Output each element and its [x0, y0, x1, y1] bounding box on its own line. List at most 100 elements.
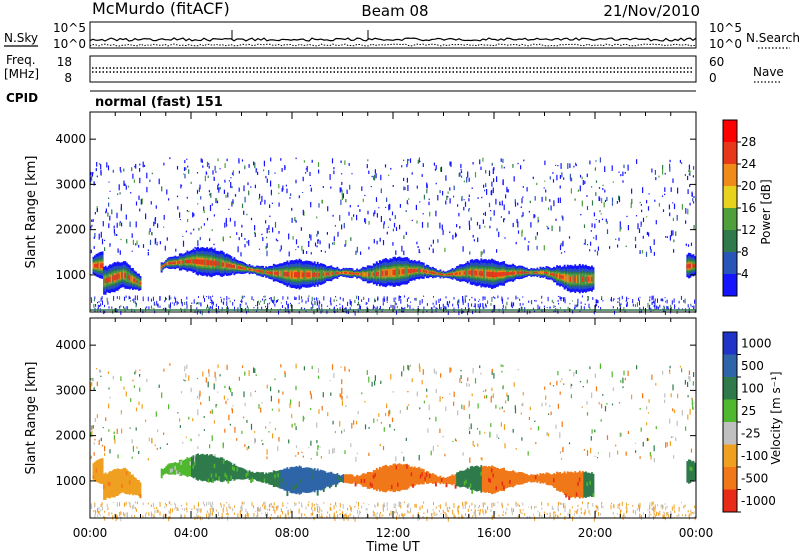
velocity-cell — [681, 410, 683, 416]
power-cell — [149, 179, 151, 183]
power-cell — [334, 272, 337, 275]
velocity-cell — [574, 471, 577, 499]
power-cell — [516, 271, 519, 274]
velocity-cell — [323, 502, 325, 504]
velocity-cell — [433, 502, 434, 505]
power-cell — [481, 251, 483, 255]
power-cell — [521, 271, 524, 274]
power-cell — [527, 271, 530, 274]
power-cell — [572, 273, 575, 285]
velocity-cell — [168, 404, 170, 410]
velocity-cell — [289, 403, 291, 409]
velocity-cell — [360, 478, 363, 483]
velocity-cell — [489, 478, 492, 483]
power-cell — [146, 306, 148, 309]
velocity-cell — [125, 469, 128, 495]
velocity-cell — [218, 512, 219, 516]
velocity-cell — [253, 472, 256, 480]
power-cell — [248, 164, 250, 168]
power-cell — [491, 164, 493, 166]
velocity-cell — [501, 370, 503, 373]
velocity-cell — [137, 480, 140, 497]
power-cell — [125, 270, 128, 282]
power-cell — [108, 181, 110, 183]
power-cell — [246, 241, 248, 244]
power-cell — [649, 246, 651, 250]
power-cell — [96, 208, 98, 213]
power-cell — [128, 295, 130, 300]
power-cell — [392, 269, 395, 276]
velocity-cell — [559, 451, 562, 454]
velocity-cell — [575, 472, 578, 497]
power-cell — [107, 277, 110, 283]
power-cell — [177, 206, 179, 210]
power-cell — [517, 309, 519, 313]
power-cell — [487, 300, 489, 304]
velocity-cell — [120, 413, 122, 415]
power-cell — [274, 271, 277, 275]
power-cell — [595, 219, 597, 221]
power-cell — [462, 300, 464, 305]
velocity-cell — [557, 515, 559, 518]
velocity-cell — [577, 508, 579, 511]
power-cell — [294, 296, 296, 300]
velocity-cell — [294, 502, 296, 504]
power-cell — [221, 262, 224, 267]
power-cell — [580, 305, 582, 311]
power-cell — [599, 197, 601, 201]
power-cell — [484, 269, 487, 279]
power-cell — [657, 298, 658, 303]
power-cell — [537, 216, 539, 223]
power-cell — [480, 251, 482, 258]
power-cell — [620, 226, 622, 230]
velocity-cell — [559, 432, 561, 439]
power-cell — [333, 241, 335, 245]
velocity-cell — [480, 471, 483, 476]
power-cell — [390, 268, 393, 277]
velocity-cell — [606, 435, 609, 440]
velocity-cell — [475, 465, 478, 492]
power-cell — [339, 215, 341, 221]
velocity-cell — [500, 364, 502, 367]
velocity-cell — [194, 456, 196, 462]
velocity-cell — [442, 397, 444, 399]
power-cell — [651, 168, 653, 173]
power-cell — [219, 186, 221, 190]
power-cell — [553, 273, 555, 277]
velocity-cell — [156, 447, 158, 450]
velocity-cell — [498, 437, 500, 439]
velocity-cell — [414, 503, 416, 508]
power-cell — [231, 264, 234, 268]
power-cell — [515, 295, 517, 300]
velocity-cell — [154, 509, 156, 514]
power-cell — [490, 303, 492, 306]
power-cell — [670, 306, 672, 310]
velocity-cell — [642, 393, 644, 399]
velocity-cell — [184, 379, 186, 382]
velocity-cell — [224, 472, 227, 477]
power-cell — [341, 173, 343, 175]
velocity-cell — [244, 469, 246, 480]
power-data — [90, 157, 697, 316]
power-cell — [673, 203, 676, 210]
velocity-cell — [102, 506, 103, 511]
power-cell — [641, 250, 644, 254]
velocity-cell — [689, 376, 691, 382]
power-cell — [435, 210, 437, 217]
power-cell — [391, 211, 394, 216]
power-cell — [530, 300, 532, 304]
power-cell — [665, 236, 667, 238]
velocity-cell — [228, 386, 230, 390]
velocity-cell — [379, 513, 381, 519]
power-cell — [556, 174, 558, 181]
velocity-cell — [407, 391, 409, 393]
power-cell — [384, 298, 386, 302]
power-cell — [225, 220, 227, 224]
velocity-cell — [321, 470, 324, 490]
velocity-cell — [243, 501, 245, 505]
power-cell — [398, 295, 400, 300]
velocity-cell — [490, 396, 492, 403]
power-cell — [368, 273, 371, 277]
velocity-cell — [553, 478, 555, 483]
power-cell — [207, 175, 209, 178]
